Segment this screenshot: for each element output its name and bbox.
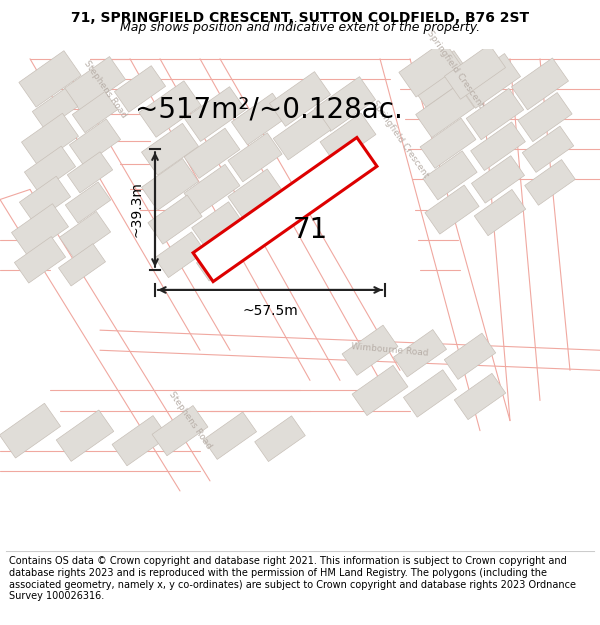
Polygon shape	[511, 58, 569, 110]
Polygon shape	[142, 123, 199, 175]
Polygon shape	[460, 54, 521, 108]
Polygon shape	[228, 169, 282, 218]
Polygon shape	[399, 41, 461, 97]
Polygon shape	[409, 51, 471, 107]
Polygon shape	[416, 84, 475, 138]
Polygon shape	[403, 370, 457, 417]
Polygon shape	[14, 236, 65, 283]
Text: ~39.3m: ~39.3m	[129, 182, 143, 238]
Polygon shape	[254, 416, 305, 461]
Polygon shape	[67, 152, 113, 193]
Polygon shape	[342, 325, 398, 376]
Polygon shape	[445, 44, 506, 99]
Text: Stephens Road: Stephens Road	[167, 390, 213, 451]
Polygon shape	[11, 204, 68, 256]
Polygon shape	[191, 202, 242, 248]
Polygon shape	[64, 56, 125, 111]
Polygon shape	[0, 403, 61, 458]
Polygon shape	[19, 51, 81, 107]
Polygon shape	[470, 122, 526, 171]
Polygon shape	[269, 72, 331, 126]
Text: Springfield Crescent: Springfield Crescent	[370, 99, 430, 179]
Polygon shape	[444, 333, 496, 379]
Text: Springfield Crescent: Springfield Crescent	[425, 29, 485, 109]
Polygon shape	[320, 113, 376, 163]
Text: Stephens Road: Stephens Road	[82, 59, 128, 119]
Polygon shape	[394, 329, 446, 377]
Polygon shape	[112, 416, 168, 466]
Polygon shape	[518, 92, 572, 142]
Polygon shape	[474, 189, 526, 236]
Polygon shape	[420, 118, 476, 168]
Polygon shape	[273, 109, 331, 160]
Polygon shape	[56, 410, 114, 461]
Polygon shape	[184, 128, 240, 178]
Polygon shape	[314, 77, 376, 131]
Polygon shape	[423, 151, 477, 200]
Polygon shape	[233, 207, 283, 252]
Text: Wimbourne Road: Wimbourne Road	[351, 342, 429, 358]
Polygon shape	[58, 244, 106, 286]
Polygon shape	[472, 156, 524, 203]
Polygon shape	[196, 239, 244, 281]
Polygon shape	[352, 366, 408, 416]
Text: Contains OS data © Crown copyright and database right 2021. This information is : Contains OS data © Crown copyright and d…	[9, 556, 576, 601]
Polygon shape	[73, 91, 118, 132]
Polygon shape	[70, 119, 121, 166]
Polygon shape	[19, 176, 71, 222]
Polygon shape	[65, 182, 110, 223]
Polygon shape	[22, 113, 79, 165]
Polygon shape	[59, 211, 110, 258]
Polygon shape	[193, 138, 377, 282]
Polygon shape	[152, 406, 208, 456]
Polygon shape	[228, 132, 282, 182]
Polygon shape	[148, 195, 202, 244]
Text: 71: 71	[292, 216, 328, 244]
Polygon shape	[184, 164, 240, 214]
Polygon shape	[522, 126, 574, 173]
Polygon shape	[524, 159, 575, 205]
Text: 71, SPRINGFIELD CRESCENT, SUTTON COLDFIELD, B76 2ST: 71, SPRINGFIELD CRESCENT, SUTTON COLDFIE…	[71, 11, 529, 25]
Polygon shape	[454, 373, 506, 419]
Polygon shape	[184, 87, 245, 141]
Polygon shape	[425, 185, 479, 234]
Polygon shape	[139, 81, 201, 138]
Polygon shape	[203, 412, 257, 459]
Text: ~517m²/~0.128ac.: ~517m²/~0.128ac.	[135, 95, 403, 123]
Text: Map shows position and indicative extent of the property.: Map shows position and indicative extent…	[120, 21, 480, 34]
Polygon shape	[232, 93, 289, 145]
Polygon shape	[115, 66, 166, 112]
Text: ~57.5m: ~57.5m	[242, 304, 298, 318]
Polygon shape	[142, 159, 199, 211]
Polygon shape	[155, 232, 205, 278]
Polygon shape	[466, 88, 524, 140]
Polygon shape	[25, 146, 76, 192]
Polygon shape	[32, 89, 77, 129]
